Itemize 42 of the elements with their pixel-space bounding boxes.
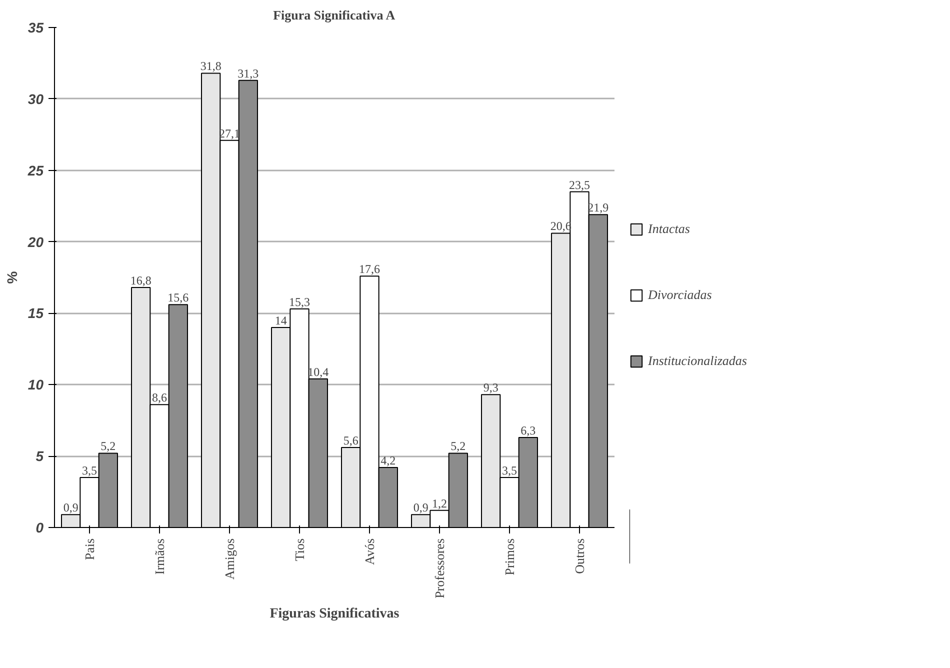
data-label: 3,5 [502,464,517,478]
data-label: 16,8 [130,274,152,288]
data-label: 5,2 [100,439,116,454]
data-label: 6,3 [520,424,536,438]
x-tick-label: Pais [82,538,97,560]
legend-label: Intactas [648,221,690,237]
x-tick-label: Avós [362,538,377,565]
data-label: 0,9 [413,500,428,515]
data-label: 15,3 [289,294,310,309]
data-label: 5,2 [450,439,466,454]
legend-label: Divorciadas [648,287,712,303]
y-tick-label: 15 [28,305,44,322]
y-tick-label: 25 [26,162,44,178]
y-tick-label: 5 [36,448,44,464]
data-label: 14 [274,314,287,328]
x-tick-label: Outros [572,538,587,574]
data-label: 31,8 [200,59,222,74]
x-tick-label: Tios [292,538,307,562]
y-tick-label: 10 [28,376,44,393]
y-tick-label: 20 [26,234,44,250]
data-label: 5,6 [343,434,358,448]
data-label: 1,2 [432,496,447,510]
data-label: 3,5 [82,464,97,478]
chart-title: Figura Significativa A [273,8,396,22]
x-tick-label: Primos [502,538,517,576]
y-axis-title: % [4,270,20,284]
x-axis-title: Figuras Significativas [270,606,400,622]
y-tick-label: 30 [28,90,44,107]
data-label: 31,3 [238,66,259,80]
data-label: 0,9 [63,500,78,515]
data-label: 23,5 [569,178,590,192]
y-tick-label: 35 [28,20,44,36]
legend-label: Institucionalizadas [648,353,747,369]
data-label: 15,6 [168,290,189,305]
data-label: 9,3 [483,380,498,395]
x-tick-label: Amigos [222,538,237,580]
x-tick-label: Professores [432,538,447,598]
data-label: 8,6 [152,390,167,405]
y-tick-label: 0 [36,520,44,536]
x-tick-label: Irmãos [152,538,167,575]
data-label: 4,2 [380,454,396,468]
data-label: 17,6 [359,262,380,276]
